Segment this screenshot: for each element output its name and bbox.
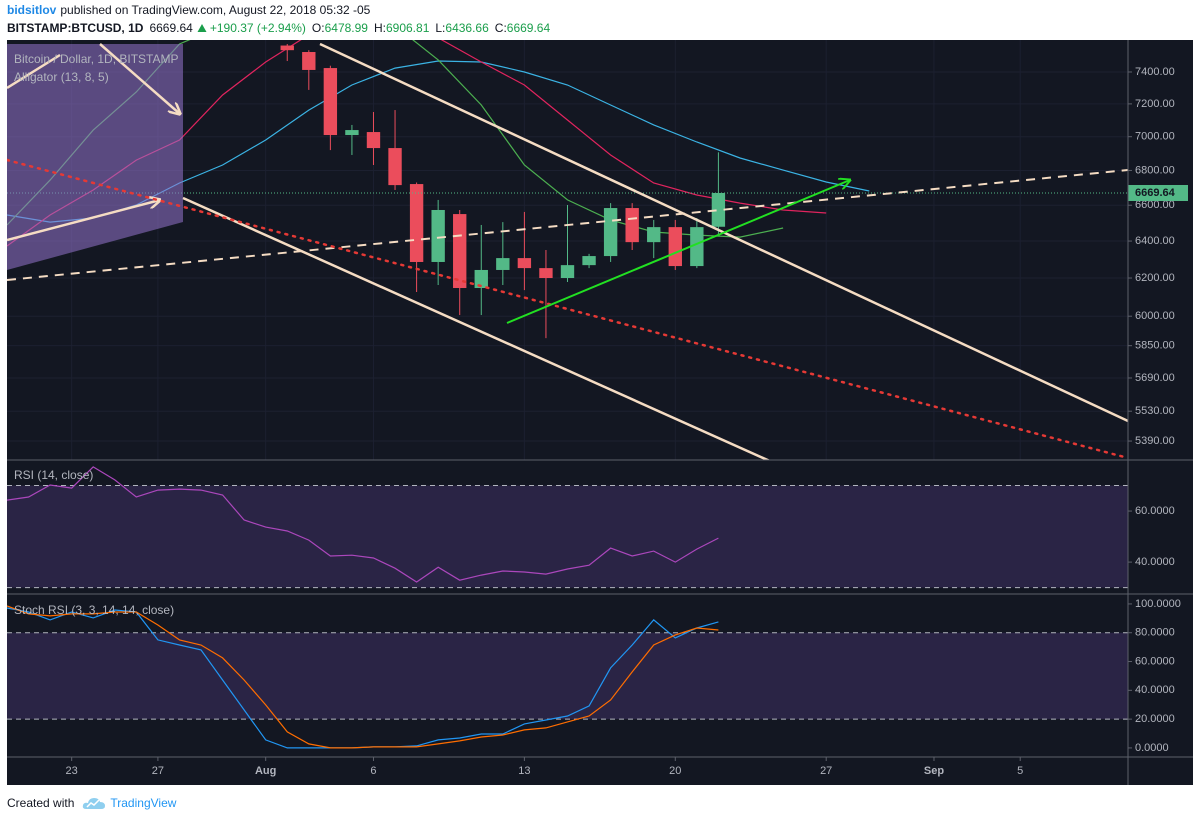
- logo[interactable]: [82, 796, 106, 810]
- series-line: [7, 466, 719, 583]
- chart-background: [7, 40, 1193, 785]
- ohlc-label: H:: [373, 21, 386, 35]
- price: 6669.64: [149, 21, 193, 35]
- candle-body: [560, 265, 575, 279]
- candle-body: [517, 258, 532, 269]
- candle-body: [474, 269, 488, 289]
- x-tick-label: 13: [518, 765, 530, 777]
- ohlc-value: 6436.66: [445, 21, 489, 35]
- ohlc-value: 6669.64: [506, 21, 551, 35]
- y-tick-label: 6800.00: [1135, 164, 1175, 176]
- y-tick-label: 6400.00: [1135, 235, 1175, 247]
- candle-body: [690, 227, 704, 267]
- y-tick-label: 5390.00: [1135, 435, 1175, 447]
- brand[interactable]: TradingView: [110, 795, 177, 810]
- candle-body: [453, 214, 467, 289]
- y-tick-label: 5530.00: [1135, 405, 1175, 417]
- y-tick-label: 6600.00: [1135, 199, 1175, 211]
- drawings: [7, 42, 1128, 460]
- ohlc-value: 6478.99: [324, 21, 368, 35]
- arrow: [7, 53, 61, 90]
- x-tick-label: Sep: [924, 765, 944, 777]
- arrow: [99, 43, 180, 114]
- dashed-trendline: [7, 169, 1128, 281]
- candle-body: [625, 208, 639, 243]
- candle-body: [280, 45, 294, 51]
- x-tick-label: 6: [370, 765, 376, 777]
- y-tick-label: 20.0000: [1135, 713, 1175, 725]
- stoch-panel: [7, 605, 1128, 749]
- y-tick-label: 0.0000: [1135, 742, 1169, 754]
- change: +190.37 (+2.94%): [209, 21, 306, 35]
- y-tick-label: 80.0000: [1135, 627, 1175, 639]
- y-tick-label: 5690.00: [1135, 372, 1175, 384]
- chart-title: Bitcoin / Dollar, 1D, BITSTAMP: [14, 52, 179, 66]
- series-line: [7, 605, 719, 749]
- y-tick-label: 60.0000: [1135, 505, 1175, 517]
- y-tick-label: 60.0000: [1135, 655, 1175, 667]
- candle-body: [711, 192, 726, 227]
- symbol: BITSTAMP:BTCUSD, 1D: [7, 21, 144, 35]
- y-tick-label: 7000.00: [1135, 131, 1175, 143]
- quote-line: BITSTAMP:BTCUSD, 1D 6669.64 +190.37 (+2.…: [7, 21, 556, 35]
- ohlc-value: 6906.81: [385, 21, 430, 35]
- x-tick-label: 23: [66, 765, 78, 777]
- chart-subtitle: Alligator (13, 8, 5): [14, 70, 109, 84]
- footer: Created with TradingView: [0, 785, 1193, 820]
- candle-body: [647, 227, 661, 243]
- x-tick-label: Aug: [255, 765, 276, 777]
- chart: 23 27 Aug 6 13 20 27 Sep 5 5390.00 5530.00 5690.00 5…: [7, 40, 1193, 785]
- y-tick-label: 7200.00: [1135, 98, 1175, 110]
- y-tick-label: 6200.00: [1135, 272, 1175, 284]
- axes: 23 27 Aug 6 13 20 27 Sep 5 5390.00 5530.00 5690.00 5…: [66, 66, 1188, 777]
- rsi-title: RSI (14, close): [14, 468, 93, 482]
- publish-line: bidsitlov published on TradingView.com, …: [7, 3, 370, 17]
- candle-body: [388, 148, 402, 186]
- y-tick-label: 7400.00: [1135, 66, 1175, 78]
- y-tick-label: 5850.00: [1135, 340, 1175, 352]
- highlight-box: [7, 44, 183, 270]
- green-trendline: [506, 180, 850, 324]
- header: bidsitlov published on TradingView.com, …: [0, 0, 1193, 40]
- candle-body: [345, 130, 359, 136]
- last-price-label: 6669.64: [1135, 187, 1176, 199]
- ohlc-label: O:: [311, 21, 325, 35]
- candle-body: [366, 132, 381, 149]
- stoch-title: Stoch RSI (3, 3, 14, 14, close): [14, 603, 174, 617]
- y-tick-label: 40.0000: [1135, 556, 1175, 568]
- arrow: [7, 200, 160, 242]
- x-tick-label: 27: [820, 765, 832, 777]
- rsi-panel: [7, 466, 1128, 589]
- y-tick-label: 6000.00: [1135, 310, 1175, 322]
- candle-body: [582, 256, 596, 266]
- band-fill: [7, 485, 1128, 588]
- ohlc-label: C:: [494, 21, 507, 35]
- x-tick-label: 5: [1017, 765, 1023, 777]
- candle-body: [496, 258, 510, 270]
- candle-body: [431, 209, 445, 262]
- author[interactable]: bidsitlov: [7, 3, 57, 17]
- x-tick-label: 20: [669, 765, 681, 777]
- candle-body: [539, 268, 553, 279]
- candle-body: [302, 52, 316, 70]
- candle-body: [409, 184, 424, 262]
- published: published on TradingView.com, August 22,…: [60, 3, 371, 17]
- last-price-box: [1128, 184, 1188, 201]
- candle-body: [668, 227, 682, 267]
- y-tick-label: 100.0000: [1135, 598, 1181, 610]
- channel-lower: [182, 196, 771, 460]
- dotted-trendline: [7, 158, 1128, 460]
- band-fill: [7, 632, 1128, 720]
- ohlc-label: L:: [435, 21, 446, 35]
- y-tick-label: 40.0000: [1135, 684, 1175, 696]
- candle-body: [603, 208, 618, 257]
- created-with: Created with: [7, 795, 75, 810]
- up-arrow: [197, 24, 207, 32]
- candle-body: [323, 68, 338, 136]
- x-tick-label: 27: [152, 765, 164, 777]
